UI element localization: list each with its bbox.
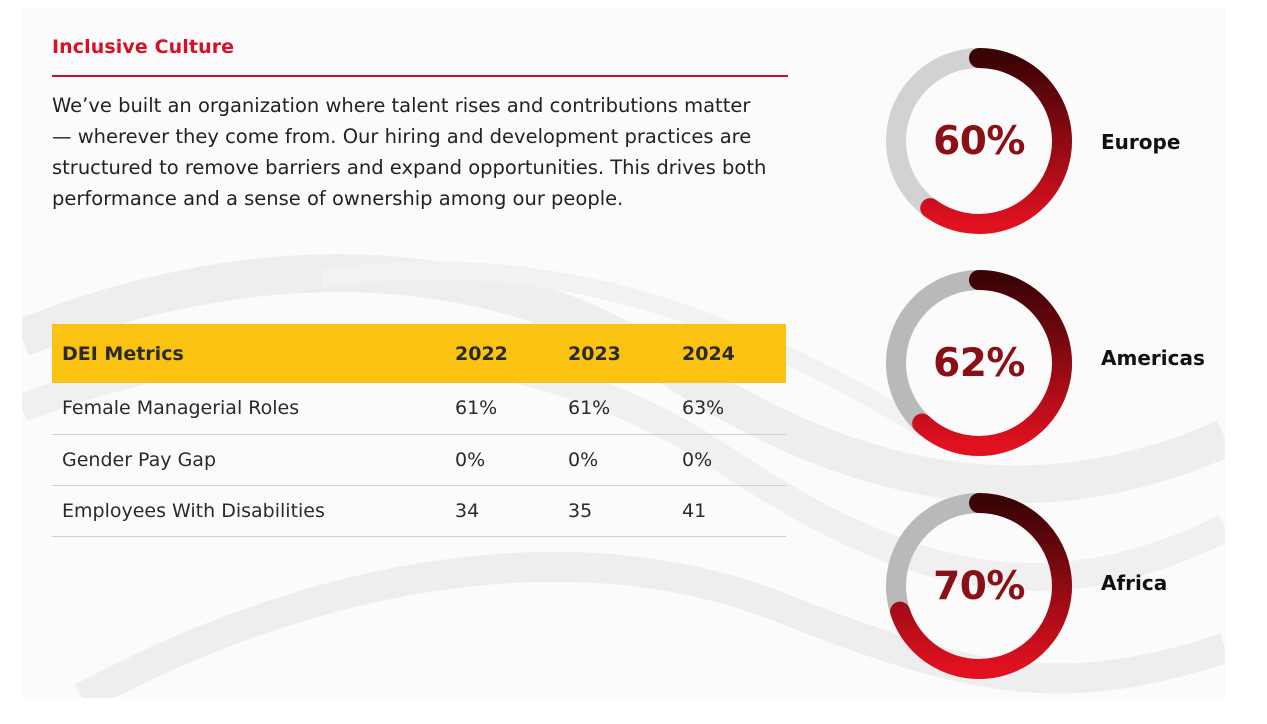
column-header-2024: 2024 — [682, 324, 786, 383]
cell-2024: 41 — [682, 485, 786, 537]
cell-2022: 61% — [455, 383, 568, 435]
column-header-2023: 2023 — [568, 324, 682, 383]
region-label-africa: Africa — [1101, 571, 1168, 595]
column-header-2022: 2022 — [455, 324, 568, 383]
section-title: Inclusive Culture — [52, 36, 235, 58]
ring-progress-arc — [912, 270, 1072, 456]
donut-value: 70% — [933, 563, 1025, 609]
ring-progress-arc — [890, 493, 1072, 679]
donut-value: 62% — [933, 340, 1025, 386]
table-header-row: DEI Metrics 2022 2023 2024 — [52, 324, 786, 383]
region-label-americas: Americas — [1101, 346, 1205, 370]
cell-2023: 61% — [568, 383, 682, 435]
cell-2023: 0% — [568, 434, 682, 486]
ring-progress-arc — [920, 48, 1072, 234]
column-header-metric: DEI Metrics — [52, 324, 455, 383]
dei-metrics-table: DEI Metrics 2022 2023 2024 Female Manage… — [52, 324, 786, 537]
donut-americas-ring — [886, 270, 1072, 456]
donut-africa: 70% — [884, 491, 1074, 681]
donut-europe-ring — [886, 48, 1072, 234]
slide: Inclusive Culture We’ve built an organiz… — [22, 8, 1225, 698]
cell-2022: 0% — [455, 434, 568, 486]
region-label-europe: Europe — [1101, 130, 1181, 154]
cell-2023: 35 — [568, 485, 682, 537]
row-label: Gender Pay Gap — [52, 434, 455, 486]
cell-2024: 0% — [682, 434, 786, 486]
donut-europe: 60% — [884, 46, 1074, 236]
row-label: Employees With Disabilities — [52, 485, 455, 537]
donut-value: 60% — [933, 118, 1025, 164]
table-row: Gender Pay Gap 0% 0% 0% — [52, 434, 786, 486]
title-divider — [52, 75, 788, 77]
table-row: Employees With Disabilities 34 35 41 — [52, 485, 786, 537]
intro-paragraph: We’ve built an organization where talent… — [52, 94, 767, 210]
donut-americas: 62% — [884, 268, 1074, 458]
cell-2024: 63% — [682, 383, 786, 435]
donut-africa-ring — [886, 493, 1072, 679]
table-row: Female Managerial Roles 61% 61% 63% — [52, 383, 786, 435]
row-label: Female Managerial Roles — [52, 383, 455, 435]
cell-2022: 34 — [455, 485, 568, 537]
